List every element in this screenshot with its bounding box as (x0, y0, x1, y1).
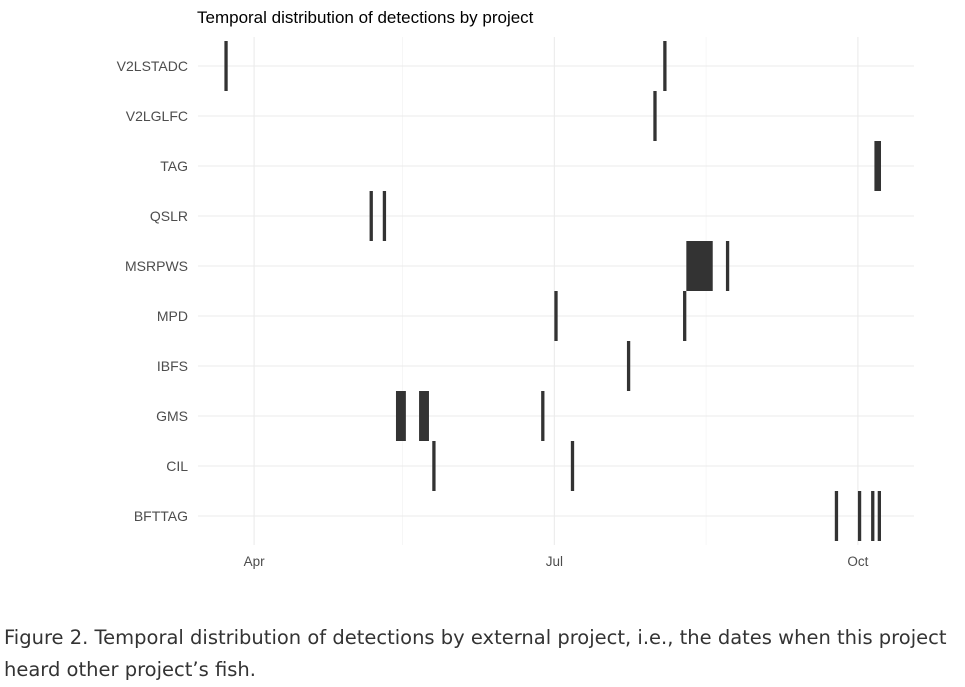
detection-bar (541, 391, 545, 441)
grid-lines (198, 37, 914, 545)
y-tick-label: MSRPWS (125, 258, 188, 274)
detection-bar (382, 191, 387, 241)
detection-bar (663, 41, 667, 91)
y-tick-label: IBFS (157, 358, 188, 374)
y-tick-label: TAG (160, 158, 188, 174)
y-tick-label: CIL (166, 458, 188, 474)
detection-bar (871, 491, 875, 541)
detection-bar (834, 491, 839, 541)
figure: V2LSTADC V2LGLFC TAG QSLR MSRPWS MPD IBFS GMS CI… (117, 8, 914, 569)
detection-bar (686, 241, 713, 291)
detection-bar (857, 491, 862, 541)
detection-bars (224, 41, 882, 541)
detection-bar (683, 291, 687, 341)
y-axis-labels: V2LSTADC V2LGLFC TAG QSLR MSRPWS MPD IBFS GMS CI… (117, 58, 189, 524)
detection-bar (874, 141, 882, 191)
detection-bar (653, 91, 657, 141)
timeline-chart: V2LSTADC V2LGLFC TAG QSLR MSRPWS MPD IBFS GMS CI… (117, 8, 914, 569)
x-tick-label: Jul (546, 554, 563, 569)
y-tick-label: V2LSTADC (117, 58, 188, 74)
detection-bar (432, 441, 436, 491)
figure-caption: Figure 2. Temporal distribution of detec… (4, 626, 947, 681)
y-tick-label: QSLR (150, 208, 188, 224)
detection-bar (626, 341, 631, 391)
detection-bar (395, 391, 406, 441)
y-tick-label: MPD (157, 308, 188, 324)
detection-bar (369, 191, 373, 241)
detection-bar (224, 41, 228, 91)
detection-bar (725, 241, 730, 291)
y-tick-label: BFTTAG (134, 508, 188, 524)
x-tick-label: Oct (847, 554, 868, 569)
y-tick-label: V2LGLFC (126, 108, 188, 124)
detection-bar (554, 291, 558, 341)
chart-title: Temporal distribution of detections by p… (197, 8, 534, 27)
detection-bar (419, 391, 429, 441)
y-tick-label: GMS (156, 408, 188, 424)
x-axis-labels: Apr Jul Oct (244, 554, 869, 569)
detection-bar (570, 441, 575, 491)
detection-bar (877, 491, 882, 541)
x-tick-label: Apr (244, 554, 266, 569)
